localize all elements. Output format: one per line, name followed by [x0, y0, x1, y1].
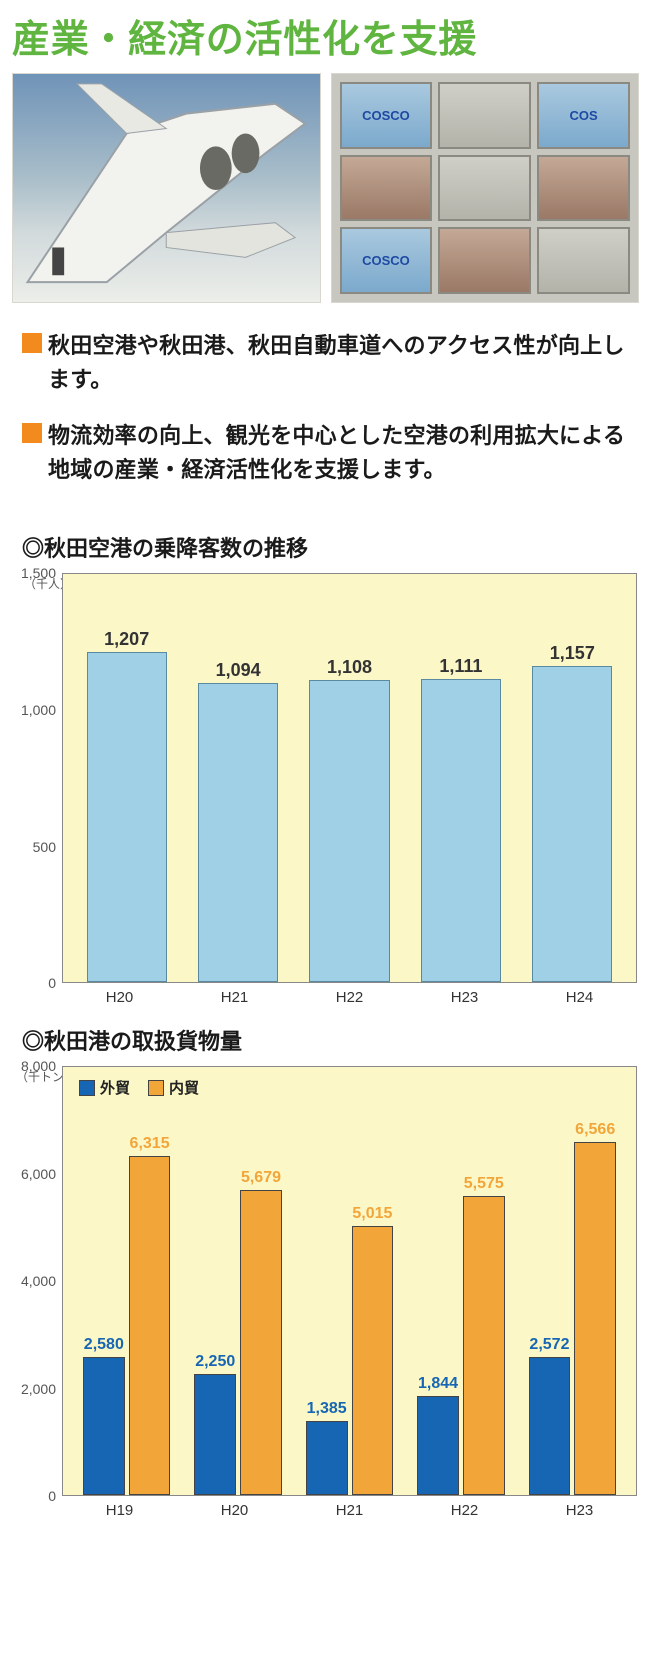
- hero-image-airplane: [12, 73, 321, 303]
- legend-item: 外貿: [79, 1077, 130, 1098]
- chart2-title: ◎秋田港の取扱貨物量: [0, 1006, 651, 1066]
- y-tick: 1,500: [21, 565, 56, 581]
- bar-value-label: 2,580: [84, 1336, 124, 1354]
- bar-group: 2,5806,315: [71, 1067, 182, 1495]
- bullet-item: 秋田空港や秋田港、秋田自動車道へのアクセス性が向上します。: [22, 329, 629, 397]
- bar: 2,580: [83, 1357, 125, 1496]
- bar-group: 2,5726,566: [517, 1067, 628, 1495]
- x-tick: H23: [407, 989, 522, 1006]
- bar: 1,157: [532, 666, 612, 982]
- legend-label: 外貿: [100, 1077, 130, 1098]
- bar: 1,094: [198, 683, 278, 982]
- legend-label: 内貿: [169, 1077, 199, 1098]
- bar: 5,679: [240, 1190, 282, 1495]
- chart2-y-axis: 02,0004,0006,0008,000: [6, 1066, 62, 1496]
- bullet-marker-icon: [22, 333, 42, 353]
- x-tick: H19: [62, 1502, 177, 1519]
- y-tick: 0: [48, 1488, 56, 1504]
- bar-value-label: 1,157: [550, 643, 595, 664]
- bullet-item: 物流効率の向上、観光を中心とした空港の利用拡大による地域の産業・経済活性化を支援…: [22, 419, 629, 487]
- container-box: [537, 227, 630, 294]
- y-tick: 0: [48, 975, 56, 991]
- container-box: [438, 82, 531, 149]
- chart2-legend: 外貿 内貿: [79, 1077, 199, 1098]
- y-tick: 6,000: [21, 1166, 56, 1182]
- x-tick: H22: [407, 1502, 522, 1519]
- bullet-list: 秋田空港や秋田港、秋田自動車道へのアクセス性が向上します。物流効率の向上、観光を…: [0, 321, 651, 513]
- bar-value-label: 5,679: [241, 1169, 281, 1187]
- chart1-title: ◎秋田空港の乗降客数の推移: [0, 513, 651, 573]
- bar-value-label: 2,250: [195, 1353, 235, 1371]
- y-tick: 1,000: [21, 702, 56, 718]
- bar: 1,385: [306, 1421, 348, 1495]
- bar-value-label: 5,575: [464, 1175, 504, 1193]
- bar-value-label: 6,566: [575, 1121, 615, 1139]
- legend-swatch-icon: [148, 1080, 164, 1096]
- bar: 1,207: [87, 652, 167, 982]
- container-box: [438, 155, 531, 222]
- bar-value-label: 1,108: [327, 657, 372, 678]
- x-tick: H20: [177, 1502, 292, 1519]
- bar-value-label: 1,094: [216, 660, 261, 681]
- container-box: COS: [537, 82, 630, 149]
- bar: 1,108: [309, 680, 389, 983]
- bullet-text: 物流効率の向上、観光を中心とした空港の利用拡大による地域の産業・経済活性化を支援…: [48, 419, 629, 487]
- legend-swatch-icon: [79, 1080, 95, 1096]
- bullet-text: 秋田空港や秋田港、秋田自動車道へのアクセス性が向上します。: [48, 329, 629, 397]
- bar-group: 2,2505,679: [182, 1067, 293, 1495]
- bar-slot: 1,111: [405, 574, 516, 982]
- chart1-plot: 1,207 1,094 1,108 1,111 1,157: [62, 573, 637, 983]
- bar: 5,575: [463, 1196, 505, 1496]
- bar-value-label: 1,844: [418, 1375, 458, 1393]
- container-box: COSCO: [340, 227, 433, 294]
- bar-slot: 1,108: [294, 574, 405, 982]
- bar: 6,566: [574, 1142, 616, 1495]
- chart2: （千トン） 02,0004,0006,0008,000 外貿内貿 2,5806,…: [0, 1066, 651, 1539]
- x-tick: H23: [522, 1502, 637, 1519]
- hero-image-row: COSCO COS COSCO: [0, 67, 651, 321]
- y-tick: 2,000: [21, 1381, 56, 1397]
- bullet-marker-icon: [22, 423, 42, 443]
- bar-group: 1,3855,015: [294, 1067, 405, 1495]
- bar-value-label: 6,315: [130, 1135, 170, 1153]
- chart2-x-axis: H19H20H21H22H23: [6, 1496, 637, 1519]
- x-tick: H21: [177, 989, 292, 1006]
- bar-value-label: 1,207: [104, 629, 149, 650]
- y-tick: 8,000: [21, 1058, 56, 1074]
- bar-slot: 1,207: [71, 574, 182, 982]
- x-tick: H22: [292, 989, 407, 1006]
- bar-slot: 1,094: [182, 574, 293, 982]
- bar: 2,572: [529, 1357, 571, 1495]
- chart1: （千人） 05001,0001,500 1,2071,0941,1081,111…: [0, 573, 651, 1006]
- bar-value-label: 1,111: [439, 656, 482, 677]
- chart1-x-axis: H20H21H22H23H24: [6, 983, 637, 1006]
- bar: 6,315: [129, 1156, 171, 1495]
- container-box: COSCO: [340, 82, 433, 149]
- x-tick: H24: [522, 989, 637, 1006]
- container-box: [340, 155, 433, 222]
- legend-item: 内貿: [148, 1077, 199, 1098]
- page-title: 産業・経済の活性化を支援: [0, 0, 651, 67]
- chart1-y-axis: 05001,0001,500: [6, 573, 62, 983]
- bar-value-label: 5,015: [352, 1205, 392, 1223]
- container-box: [537, 155, 630, 222]
- y-tick: 4,000: [21, 1273, 56, 1289]
- container-box: [438, 227, 531, 294]
- bar-slot: 1,157: [517, 574, 628, 982]
- bar: 5,015: [352, 1226, 394, 1496]
- y-tick: 500: [33, 839, 56, 855]
- hero-image-containers: COSCO COS COSCO: [331, 73, 640, 303]
- bar-value-label: 2,572: [529, 1336, 569, 1354]
- bar: 1,844: [417, 1396, 459, 1495]
- x-tick: H20: [62, 989, 177, 1006]
- bar: 1,111: [421, 679, 501, 983]
- x-tick: H21: [292, 1502, 407, 1519]
- bar-group: 1,8445,575: [405, 1067, 516, 1495]
- bar-value-label: 1,385: [307, 1400, 347, 1418]
- chart2-plot: 外貿内貿 2,5806,3152,2505,6791,3855,0151,844…: [62, 1066, 637, 1496]
- bar: 2,250: [194, 1374, 236, 1495]
